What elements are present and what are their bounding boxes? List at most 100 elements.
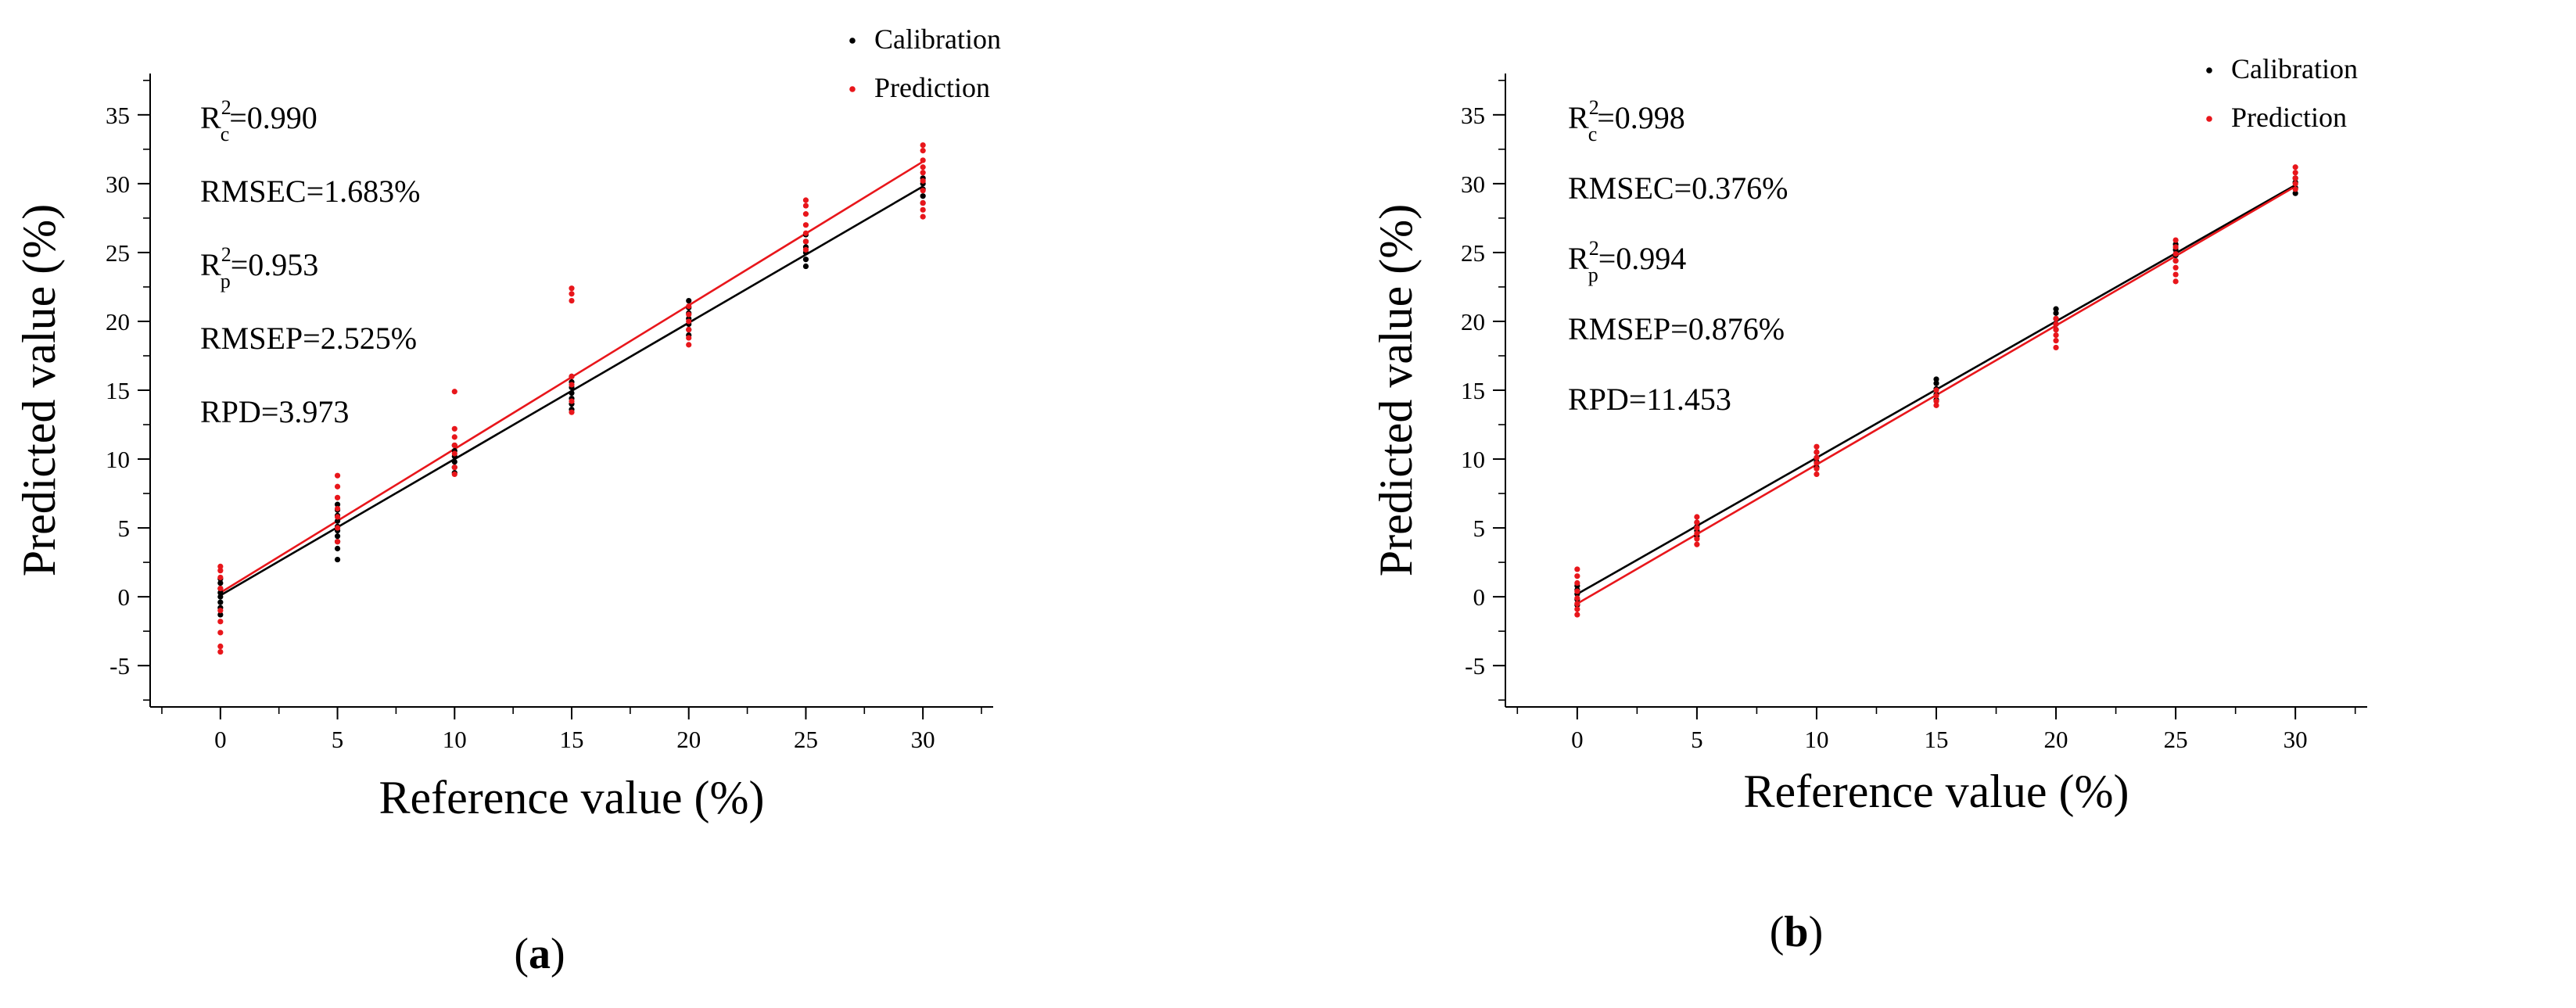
prediction-point-b bbox=[1694, 530, 1700, 536]
y-tick-label-b: 35 bbox=[1461, 102, 1485, 129]
prediction-point-a bbox=[217, 563, 224, 569]
x-tick-label-b: 15 bbox=[1925, 726, 1949, 753]
prediction-point-a bbox=[217, 608, 224, 614]
stat-annotation-a: R2 c=0.990 bbox=[200, 96, 318, 145]
legend-label-calibration-a: Calibration bbox=[874, 23, 1001, 55]
x-tick-label-b: 0 bbox=[1571, 726, 1584, 753]
calibration-point-b bbox=[2053, 310, 2059, 316]
prediction-point-a bbox=[217, 574, 224, 581]
y-tick-label-a: 25 bbox=[106, 239, 130, 267]
x-tick-label-a: 0 bbox=[214, 726, 227, 753]
prediction-point-b bbox=[1933, 393, 1939, 399]
y-tick-label-b: 10 bbox=[1461, 446, 1485, 473]
x-tick-label-a: 15 bbox=[560, 726, 584, 753]
y-tick-label-b: 20 bbox=[1461, 308, 1485, 335]
prediction-point-a bbox=[920, 142, 926, 149]
x-axis-label-a: Reference value (%) bbox=[379, 772, 764, 823]
legend-label-prediction-a: Prediction bbox=[874, 72, 990, 103]
stat-annotation-a: R2 p=0.953 bbox=[200, 243, 318, 292]
prediction-point-a bbox=[451, 471, 457, 478]
calibration-point-a bbox=[920, 193, 926, 199]
prediction-point-a bbox=[802, 203, 809, 209]
prediction-point-b bbox=[1574, 612, 1580, 618]
prediction-point-b bbox=[1574, 579, 1580, 587]
stat-annotation-b: R2 p=0.994 bbox=[1568, 237, 1686, 286]
legend-label-calibration-b: Calibration bbox=[2231, 53, 2358, 84]
prediction-point-b bbox=[1694, 536, 1700, 542]
prediction-point-b bbox=[1574, 601, 1580, 607]
prediction-point-a bbox=[217, 568, 224, 574]
stat-annotation-a: RMSEP=2.525% bbox=[200, 321, 417, 356]
prediction-point-a bbox=[920, 188, 926, 194]
prediction-point-a bbox=[920, 170, 926, 176]
prediction-point-b bbox=[2053, 332, 2059, 339]
legend-marker-calibration-b bbox=[2206, 67, 2212, 74]
prediction-point-a bbox=[569, 409, 575, 415]
y-tick-label-a: -5 bbox=[109, 652, 130, 680]
prediction-point-a bbox=[334, 539, 341, 545]
prediction-point-a bbox=[569, 285, 575, 292]
y-tick-label-a: 20 bbox=[106, 308, 130, 335]
prediction-point-b bbox=[1814, 454, 1820, 461]
prediction-point-b bbox=[2292, 181, 2298, 187]
y-tick-label-a: 10 bbox=[106, 446, 130, 473]
calibration-point-b bbox=[1933, 376, 1939, 382]
prediction-point-b bbox=[1574, 595, 1580, 601]
prediction-point-b bbox=[2292, 186, 2298, 192]
calibration-point-b bbox=[1933, 380, 1939, 386]
legend-label-prediction-b: Prediction bbox=[2231, 102, 2347, 133]
panel-label-a: (a) bbox=[514, 930, 565, 978]
calibration-point-a bbox=[451, 458, 457, 465]
calibration-point-a bbox=[569, 389, 575, 396]
prediction-point-b bbox=[1814, 460, 1820, 466]
prediction-point-a bbox=[217, 619, 224, 625]
prediction-point-b bbox=[1814, 449, 1820, 455]
prediction-point-a bbox=[217, 643, 224, 650]
prediction-point-a bbox=[686, 311, 692, 317]
prediction-point-b bbox=[2172, 278, 2179, 285]
prediction-point-b bbox=[2292, 170, 2298, 176]
chart-panel-b: 0 5 10 15 20 25 30 -5 0 5 10 15 20 25 30 35 Reference va… bbox=[1288, 0, 2576, 1004]
prediction-point-a bbox=[334, 483, 341, 490]
prediction-point-a bbox=[451, 425, 457, 432]
prediction-point-b bbox=[1574, 566, 1580, 572]
x-tick-label-a: 25 bbox=[794, 726, 818, 753]
prediction-point-b bbox=[2053, 315, 2059, 322]
prediction-point-a bbox=[686, 326, 692, 333]
prediction-point-a bbox=[686, 335, 692, 341]
x-tick-label-a: 5 bbox=[332, 726, 344, 753]
calibration-point-a bbox=[334, 518, 341, 524]
prediction-point-a bbox=[569, 382, 575, 388]
prediction-point-b bbox=[2292, 175, 2298, 181]
prediction-point-a bbox=[802, 211, 809, 217]
prediction-point-a bbox=[802, 197, 809, 203]
prediction-point-a bbox=[217, 648, 224, 655]
prediction-point-b bbox=[2172, 244, 2179, 250]
calibration-point-a bbox=[217, 594, 224, 600]
prediction-point-a bbox=[802, 230, 809, 236]
prediction-point-a bbox=[217, 585, 224, 592]
y-tick-label-b: 25 bbox=[1461, 239, 1485, 267]
prediction-point-b bbox=[1814, 471, 1820, 478]
x-tick-label-a: 30 bbox=[911, 726, 935, 753]
calibration-point-b bbox=[2292, 190, 2298, 196]
prediction-point-a bbox=[920, 157, 926, 163]
x-tick-label-b: 30 bbox=[2284, 726, 2308, 753]
calibration-point-a bbox=[686, 297, 692, 304]
prediction-point-a bbox=[451, 450, 457, 457]
chart-panel-a: 0 5 10 15 20 25 30 -5 0 5 10 15 20 25 30 35 Reference va… bbox=[0, 0, 1288, 1004]
y-tick-label-b: 15 bbox=[1461, 377, 1485, 404]
x-axis-label-b: Reference value (%) bbox=[1743, 766, 2129, 817]
x-tick-label-b: 5 bbox=[1691, 726, 1703, 753]
prediction-point-b bbox=[2292, 164, 2298, 170]
prediction-point-a bbox=[802, 246, 809, 253]
y-tick-label-a: 5 bbox=[118, 515, 131, 542]
x-tick-label-a: 10 bbox=[443, 726, 467, 753]
calibration-point-a bbox=[802, 256, 809, 263]
stat-annotation-a: RMSEC=1.683% bbox=[200, 174, 420, 209]
y-tick-label-b: 30 bbox=[1461, 170, 1485, 198]
x-tick-label-a: 20 bbox=[676, 726, 701, 753]
prediction-point-a bbox=[686, 303, 692, 310]
prediction-point-b bbox=[1814, 465, 1820, 472]
prediction-point-a bbox=[334, 525, 341, 531]
